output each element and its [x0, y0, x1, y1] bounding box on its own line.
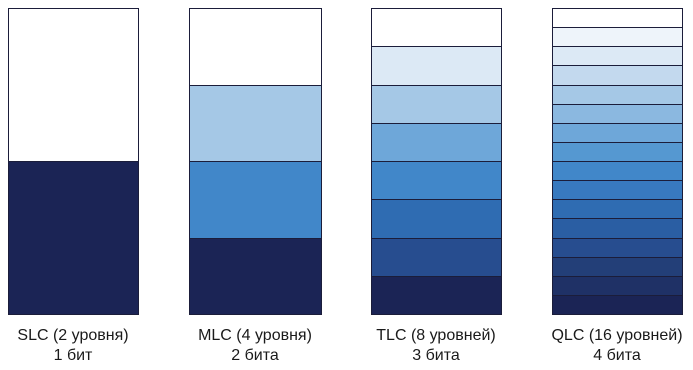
mlc-level-4: [190, 237, 321, 314]
tlc-caption: TLC (8 уровней) 3 бита: [341, 326, 531, 366]
tlc-level-7: [372, 237, 501, 276]
qlc-level-15: [553, 275, 682, 295]
tlc-level-8: [372, 275, 501, 314]
slc-bits: 1 бит: [53, 347, 93, 364]
qlc-level-7: [553, 122, 682, 142]
tlc-level-1: [372, 9, 501, 47]
slc-level-2: [9, 161, 138, 314]
slc-level-1: [9, 9, 138, 161]
slc-cell: [8, 8, 139, 315]
qlc-level-2: [553, 27, 682, 47]
qlc-level-9: [553, 161, 682, 181]
qlc-level-6: [553, 103, 682, 123]
qlc-level-11: [553, 199, 682, 219]
mlc-level-2: [190, 84, 321, 161]
tlc-level-6: [372, 199, 501, 238]
tlc-level-3: [372, 84, 501, 123]
slc-caption: SLC (2 уровня) 1 бит: [0, 326, 168, 366]
qlc-level-16: [553, 294, 682, 314]
tlc-level-5: [372, 161, 501, 200]
qlc-level-4: [553, 65, 682, 85]
qlc-caption: QLC (16 уровней) 4 бита: [522, 326, 693, 366]
tlc-cell: [371, 8, 502, 315]
mlc-caption: MLC (4 уровня) 2 бита: [160, 326, 350, 366]
qlc-level-10: [553, 180, 682, 200]
qlc-level-12: [553, 218, 682, 238]
qlc-label: QLC (16 уровней): [551, 327, 683, 344]
mlc-label: MLC (4 уровня): [198, 327, 312, 344]
tlc-level-2: [372, 46, 501, 85]
qlc-level-1: [553, 9, 682, 28]
qlc-bits: 4 бита: [593, 347, 641, 364]
tlc-bits: 3 бита: [412, 347, 460, 364]
mlc-level-3: [190, 161, 321, 238]
mlc-cell: [189, 8, 322, 315]
mlc-bits: 2 бита: [231, 347, 279, 364]
slc-label: SLC (2 уровня): [17, 327, 129, 344]
tlc-level-4: [372, 122, 501, 161]
qlc-level-8: [553, 141, 682, 161]
mlc-level-1: [190, 9, 321, 85]
qlc-cell: [552, 8, 683, 315]
qlc-level-13: [553, 237, 682, 257]
qlc-level-14: [553, 256, 682, 276]
qlc-level-3: [553, 46, 682, 66]
tlc-label: TLC (8 уровней): [376, 327, 496, 344]
qlc-level-5: [553, 84, 682, 104]
